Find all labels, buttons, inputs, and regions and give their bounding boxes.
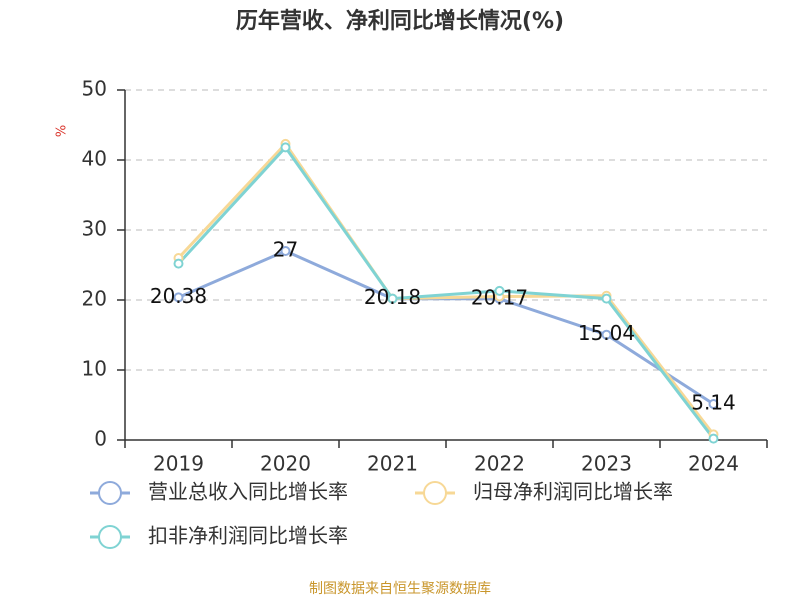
- data-point: [494, 285, 505, 296]
- data-point: [387, 293, 398, 304]
- chart-title: 历年营收、净利同比增长情况(%): [236, 8, 564, 34]
- y-tick-label: 10: [82, 357, 107, 381]
- data-label: 15.04: [578, 321, 635, 345]
- data-label: 5.14: [691, 391, 736, 415]
- x-tick-label: 2021: [367, 452, 418, 476]
- legend-marker: [98, 481, 122, 505]
- data-label: 27: [273, 238, 298, 262]
- legend-marker: [98, 525, 122, 549]
- y-tick-label: 0: [94, 427, 107, 451]
- legend-label: 扣非净利润同比增长率: [148, 524, 348, 548]
- data-point: [601, 293, 612, 304]
- legend-label: 归母净利润同比增长率: [473, 480, 673, 504]
- x-tick-label: 2022: [474, 452, 525, 476]
- x-tick-label: 2019: [153, 452, 204, 476]
- data-label: 20.17: [471, 285, 528, 309]
- y-axis-label: %: [55, 125, 70, 137]
- x-tick-label: 2020: [260, 452, 311, 476]
- data-point: [280, 246, 291, 256]
- data-point: [173, 292, 184, 303]
- series-line: [177, 141, 715, 436]
- data-point: [173, 258, 184, 269]
- y-tick-label: 30: [82, 217, 107, 241]
- y-tick-label: 50: [82, 77, 107, 101]
- x-tick-label: 2024: [688, 452, 739, 476]
- legend-label: 营业总收入同比增长率: [148, 480, 348, 504]
- series-line: [177, 145, 715, 440]
- legend-marker: [423, 481, 447, 505]
- data-point: [708, 433, 719, 444]
- data-point: [601, 329, 612, 340]
- x-tick-label: 2023: [581, 452, 632, 476]
- data-label: 20.18: [364, 285, 421, 309]
- y-tick-label: 40: [82, 147, 107, 171]
- data-label: 20.38: [150, 284, 207, 308]
- source-note: 制图数据来自恒生聚源数据库: [309, 581, 491, 597]
- data-point: [708, 399, 719, 410]
- y-tick-label: 20: [82, 287, 107, 311]
- data-point: [280, 142, 291, 153]
